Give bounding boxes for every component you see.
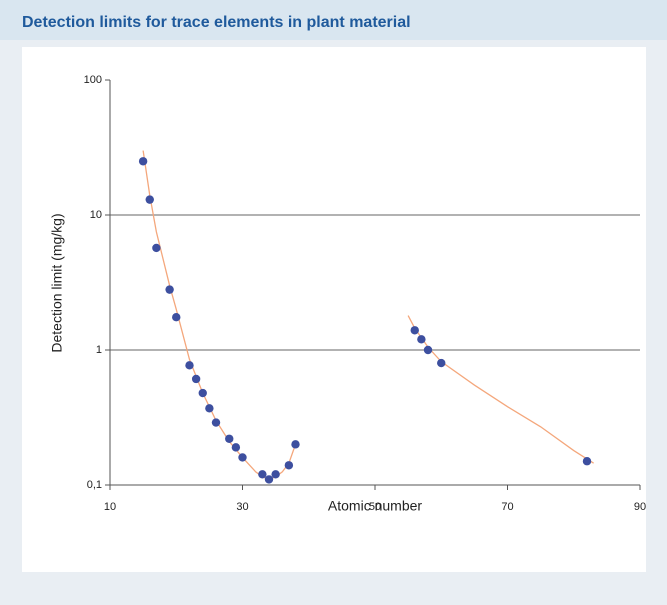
y-tick-label: 0,1 xyxy=(87,479,102,491)
point xyxy=(138,157,148,166)
point xyxy=(271,470,280,479)
point xyxy=(264,475,274,484)
point xyxy=(291,440,300,449)
point xyxy=(437,358,446,368)
chart-title: Detection limits for trace elements in p… xyxy=(22,14,411,31)
point xyxy=(258,470,267,479)
point xyxy=(284,461,294,470)
y-axis-label: Detection limit (mg/kg) xyxy=(49,213,65,352)
y-tick-label: 10 xyxy=(90,209,102,221)
x-tick-label: 30 xyxy=(236,501,248,513)
x-tick-label: 90 xyxy=(634,501,646,513)
fit-curve xyxy=(142,150,297,481)
point xyxy=(582,457,592,466)
y-tick-label: 1 xyxy=(96,344,102,356)
x-axis-label: Atomic number xyxy=(328,498,422,514)
point xyxy=(152,243,161,253)
point xyxy=(185,361,194,370)
x-tick-label: 50 xyxy=(369,501,381,513)
point xyxy=(172,312,181,322)
point xyxy=(231,443,241,452)
point xyxy=(145,195,154,204)
y-tick-label: 100 xyxy=(84,74,102,86)
point xyxy=(238,453,247,462)
point xyxy=(211,418,221,427)
point xyxy=(191,374,201,384)
fit-curve xyxy=(407,315,594,464)
x-tick-label: 10 xyxy=(104,501,116,513)
x-tick-label: 70 xyxy=(501,501,513,513)
point xyxy=(410,326,419,335)
point xyxy=(417,335,426,344)
point xyxy=(205,404,214,413)
point xyxy=(165,285,174,294)
header xyxy=(0,0,667,40)
point xyxy=(225,434,234,443)
point xyxy=(423,345,433,355)
point xyxy=(198,388,207,398)
